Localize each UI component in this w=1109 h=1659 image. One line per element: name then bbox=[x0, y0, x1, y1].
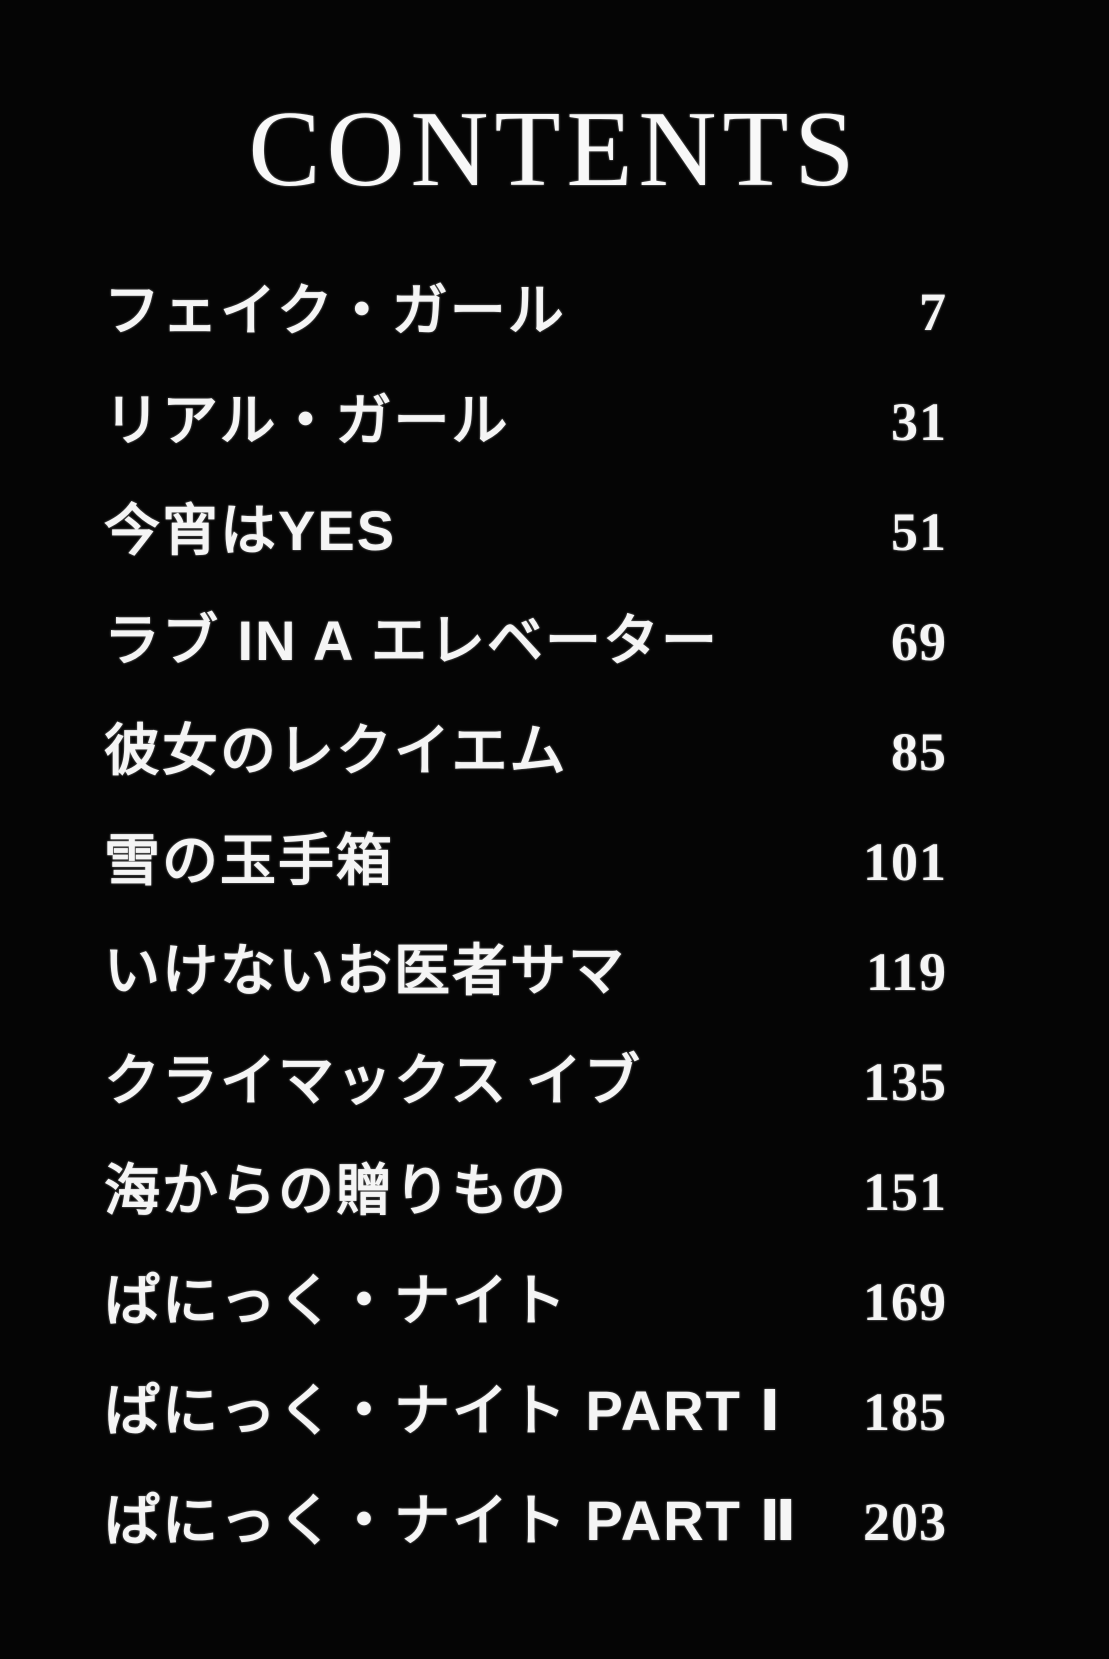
page-number: 169 bbox=[863, 1272, 947, 1332]
chapter-title: いけないお医者サマ bbox=[104, 939, 626, 1002]
chapter-title: フェイク・ガール bbox=[104, 279, 566, 342]
page-number: 85 bbox=[891, 722, 947, 782]
page-number: 69 bbox=[891, 612, 947, 672]
toc-entry: 彼女のレクイエム 85 bbox=[104, 706, 947, 816]
page-number: 31 bbox=[891, 392, 947, 452]
page-title: CONTENTS bbox=[248, 90, 861, 209]
chapter-title: ぱにっく・ナイト PART Ⅱ bbox=[104, 1489, 799, 1552]
toc-entry: リアル・ガール 31 bbox=[104, 376, 947, 486]
chapter-title: リアル・ガール bbox=[104, 389, 510, 452]
page-number: 119 bbox=[865, 942, 947, 1002]
page-number: 185 bbox=[863, 1382, 947, 1442]
toc-entry: 雪の玉手箱 101 bbox=[104, 816, 947, 926]
page-number: 51 bbox=[891, 502, 947, 562]
page-number: 135 bbox=[863, 1052, 947, 1112]
toc-entry: ぱにっく・ナイト 169 bbox=[104, 1256, 947, 1366]
toc-entry: クライマックス イブ 135 bbox=[104, 1036, 947, 1146]
toc-entry: 今宵はYES 51 bbox=[104, 486, 947, 596]
chapter-title: 雪の玉手箱 bbox=[104, 829, 394, 892]
toc-entry: ラブ IN A エレベーター 69 bbox=[104, 596, 947, 706]
chapter-title: ぱにっく・ナイト bbox=[104, 1269, 568, 1332]
chapter-title: 海からの贈りもの bbox=[104, 1159, 568, 1222]
toc-entry: いけないお医者サマ 119 bbox=[104, 926, 947, 1036]
chapter-title: 彼女のレクイエム bbox=[104, 719, 568, 782]
table-of-contents: フェイク・ガール 7 リアル・ガール 31 今宵はYES 51 ラブ IN A … bbox=[0, 266, 1109, 1586]
toc-entry: ぱにっく・ナイト PART Ⅰ 185 bbox=[104, 1366, 947, 1476]
page-number: 101 bbox=[863, 832, 947, 892]
chapter-title: ぱにっく・ナイト PART Ⅰ bbox=[104, 1379, 783, 1442]
toc-entry: フェイク・ガール 7 bbox=[104, 266, 947, 376]
toc-entry: 海からの贈りもの 151 bbox=[104, 1146, 947, 1256]
chapter-title: 今宵はYES bbox=[104, 499, 397, 562]
page-number: 203 bbox=[863, 1492, 947, 1552]
page-number: 151 bbox=[863, 1162, 947, 1222]
toc-entry: ぱにっく・ナイト PART Ⅱ 203 bbox=[104, 1476, 947, 1586]
chapter-title: クライマックス イブ bbox=[104, 1049, 642, 1112]
page-number: 7 bbox=[919, 282, 947, 342]
chapter-title: ラブ IN A エレベーター bbox=[104, 609, 719, 672]
